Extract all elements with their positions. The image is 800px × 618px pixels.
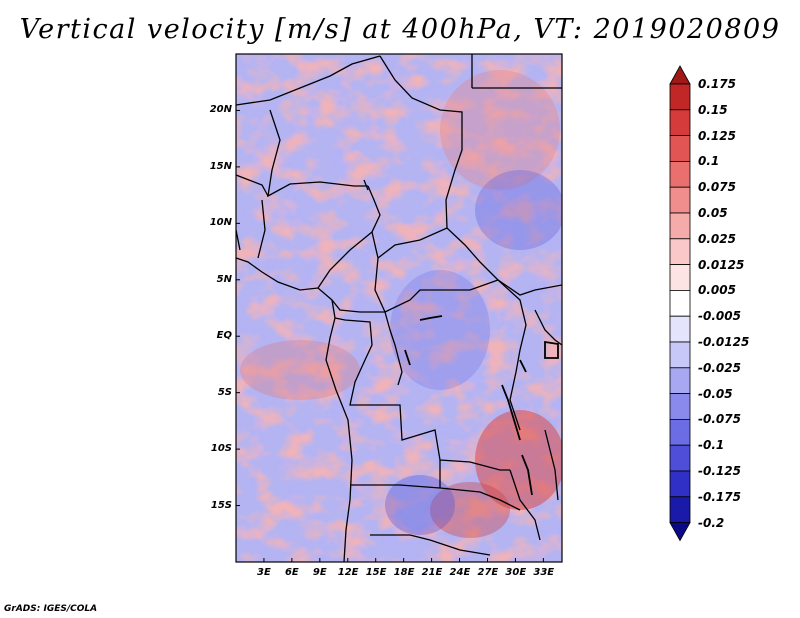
colorbar-label: -0.2: [698, 515, 725, 530]
velocity-field: [236, 54, 562, 562]
colorbar-label: 0.005: [698, 283, 736, 298]
colorbar-segment: [669, 212, 691, 240]
colorbar-label: 0.15: [698, 102, 728, 117]
lat-label: 5S: [217, 386, 232, 398]
colorbar-label: -0.05: [698, 386, 733, 401]
lat-label: 10N: [209, 217, 232, 229]
colorbar-segment: [669, 367, 691, 394]
colorbar-segment: [669, 393, 691, 420]
colorbar-label: -0.175: [698, 489, 741, 504]
colorbar-label: 0.125: [698, 128, 736, 143]
colorbar-label: 0.05: [698, 206, 728, 220]
colorbar-label: 0.025: [698, 231, 736, 246]
plot-frame: [235, 53, 563, 563]
lon-label: 30E: [505, 567, 527, 578]
lon-label: 21E: [421, 567, 443, 578]
colorbar-segment: [669, 470, 691, 498]
colorbar-segment: [669, 160, 691, 188]
lon-label: 24E: [449, 567, 471, 578]
colorbar-segment: [669, 186, 691, 214]
colorbar-label: 0.175: [698, 77, 736, 91]
lakes: [404, 315, 559, 496]
lat-label: EQ: [216, 330, 232, 342]
lon-label: 3E: [257, 567, 271, 578]
lon-label: 27E: [477, 567, 499, 578]
colorbar-label: 0.0125: [698, 257, 745, 272]
colorbar-segment: [669, 83, 691, 111]
map-title: Vertical velocity [m/s] at 400hPa, VT: 2…: [19, 14, 781, 45]
colorbar-bottom-arrow: [669, 522, 691, 542]
lon-label: 15E: [365, 567, 387, 578]
lon-label: 18E: [393, 567, 415, 578]
colorbar-label: 0.075: [698, 180, 736, 195]
grads-credit: GrADS: IGES/COLA: [4, 604, 98, 614]
axis-ticks: [236, 109, 544, 562]
colorbar-segment: [669, 496, 691, 523]
lat-label: 5N: [216, 273, 232, 285]
lat-label: 15N: [209, 160, 232, 172]
colorbar-segment: [669, 109, 691, 137]
lat-label: 20N: [209, 104, 232, 116]
colorbar-label: -0.0125: [698, 335, 750, 349]
lat-label: 10S: [210, 443, 232, 455]
colorbar-segment: [669, 264, 691, 291]
colorbar-top-arrow: [669, 65, 691, 85]
lon-label: 33E: [533, 567, 555, 578]
colorbar-label: -0.005: [698, 309, 741, 324]
colorbar-segment: [669, 315, 691, 343]
colorbar-label: -0.025: [698, 360, 741, 375]
country-borders: [236, 54, 562, 562]
colorbar: [669, 65, 691, 542]
lon-label: 6E: [284, 567, 299, 578]
colorbar-label: -0.1: [698, 438, 725, 453]
lon-label: 9E: [312, 567, 327, 578]
colorbar-segment: [669, 444, 691, 472]
colorbar-segment: [669, 238, 691, 266]
lat-label: 15S: [210, 499, 232, 511]
colorbar-segment: [669, 341, 691, 369]
colorbar-label: 0.1: [698, 154, 720, 169]
colorbar-label: -0.075: [698, 412, 741, 427]
lon-label: 12E: [337, 567, 359, 578]
colorbar-segment: [669, 418, 691, 446]
colorbar-segment: [669, 289, 691, 317]
colorbar-segment: [669, 135, 691, 162]
colorbar-label: -0.125: [698, 464, 741, 478]
